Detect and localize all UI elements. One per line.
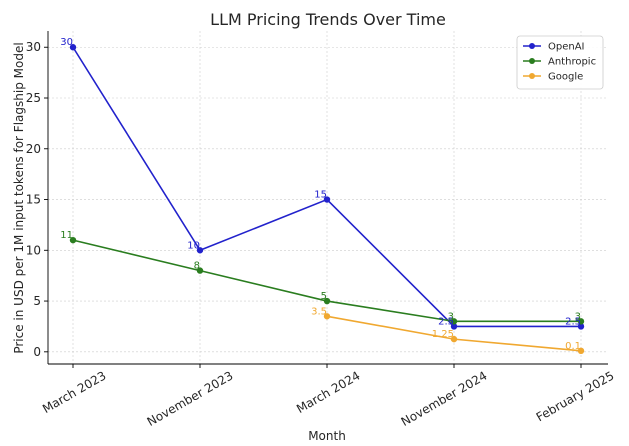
series-layer (69, 44, 585, 355)
x-tick-label: February 2025 (534, 368, 617, 424)
data-label-openai: 10 (187, 240, 200, 251)
data-label-google: 3.5 (311, 306, 327, 317)
legend: OpenAI Anthropic Google (516, 35, 604, 90)
legend-label-openai: OpenAI (548, 42, 585, 53)
y-tick-label: 5 (33, 294, 41, 308)
legend-marker-openai (529, 43, 535, 49)
y-tick-label: 30 (26, 40, 41, 54)
data-point-anthropic (69, 236, 77, 244)
y-tick-label: 20 (26, 142, 41, 156)
data-label-anthropic: 3 (575, 311, 581, 322)
data-label-openai: 15 (314, 190, 327, 201)
data-label-anthropic: 11 (60, 230, 73, 241)
axes-layer: 0 5 10 15 20 25 30 March 2023 November 2023 March… (26, 31, 617, 429)
x-tick-label: March 2024 (294, 368, 362, 416)
x-axis-label: Month (308, 429, 346, 443)
data-label-anthropic: 8 (194, 261, 200, 272)
x-tick-label: November 2024 (399, 368, 490, 429)
x-tick-label: November 2023 (145, 368, 236, 429)
y-tick-label: 10 (26, 243, 41, 257)
y-tick-label: 25 (26, 91, 41, 105)
legend-label-anthropic: Anthropic (548, 57, 596, 68)
data-point-google (323, 313, 331, 320)
data-point-anthropic (577, 318, 585, 325)
data-label-openai: 2.5 (438, 316, 454, 327)
data-point-google (577, 347, 585, 355)
data-label-anthropic: 3 (448, 311, 454, 322)
y-axis-label: Price in USD per 1M input tokens for Fla… (12, 42, 26, 353)
y-tick-label: 0 (33, 345, 41, 359)
data-point-openai (196, 247, 204, 254)
data-point-anthropic (450, 318, 458, 325)
y-tick-label: 15 (26, 193, 41, 207)
data-point-openai (323, 196, 331, 203)
data-labels-layer: 30 10 15 2.5 2.5 11 8 5 3 3 3.5 1.25 0.1 (60, 37, 581, 352)
chart-title: LLM Pricing Trends Over Time (210, 10, 446, 29)
data-point-openai (69, 44, 77, 51)
legend-label-google: Google (548, 72, 583, 83)
data-point-anthropic (196, 267, 204, 274)
data-label-google: 1.25 (432, 329, 454, 340)
data-point-openai (577, 323, 585, 330)
data-point-google (450, 335, 458, 343)
x-tick-label: March 2023 (40, 368, 108, 416)
data-label-openai: 2.5 (565, 316, 581, 327)
data-point-anthropic (323, 297, 331, 305)
data-point-openai (450, 323, 458, 330)
data-label-google: 0.1 (565, 341, 581, 352)
data-label-anthropic: 5 (321, 291, 327, 302)
legend-marker-google (529, 73, 535, 79)
data-label-openai: 30 (60, 37, 73, 48)
legend-marker-anthropic (529, 58, 535, 64)
